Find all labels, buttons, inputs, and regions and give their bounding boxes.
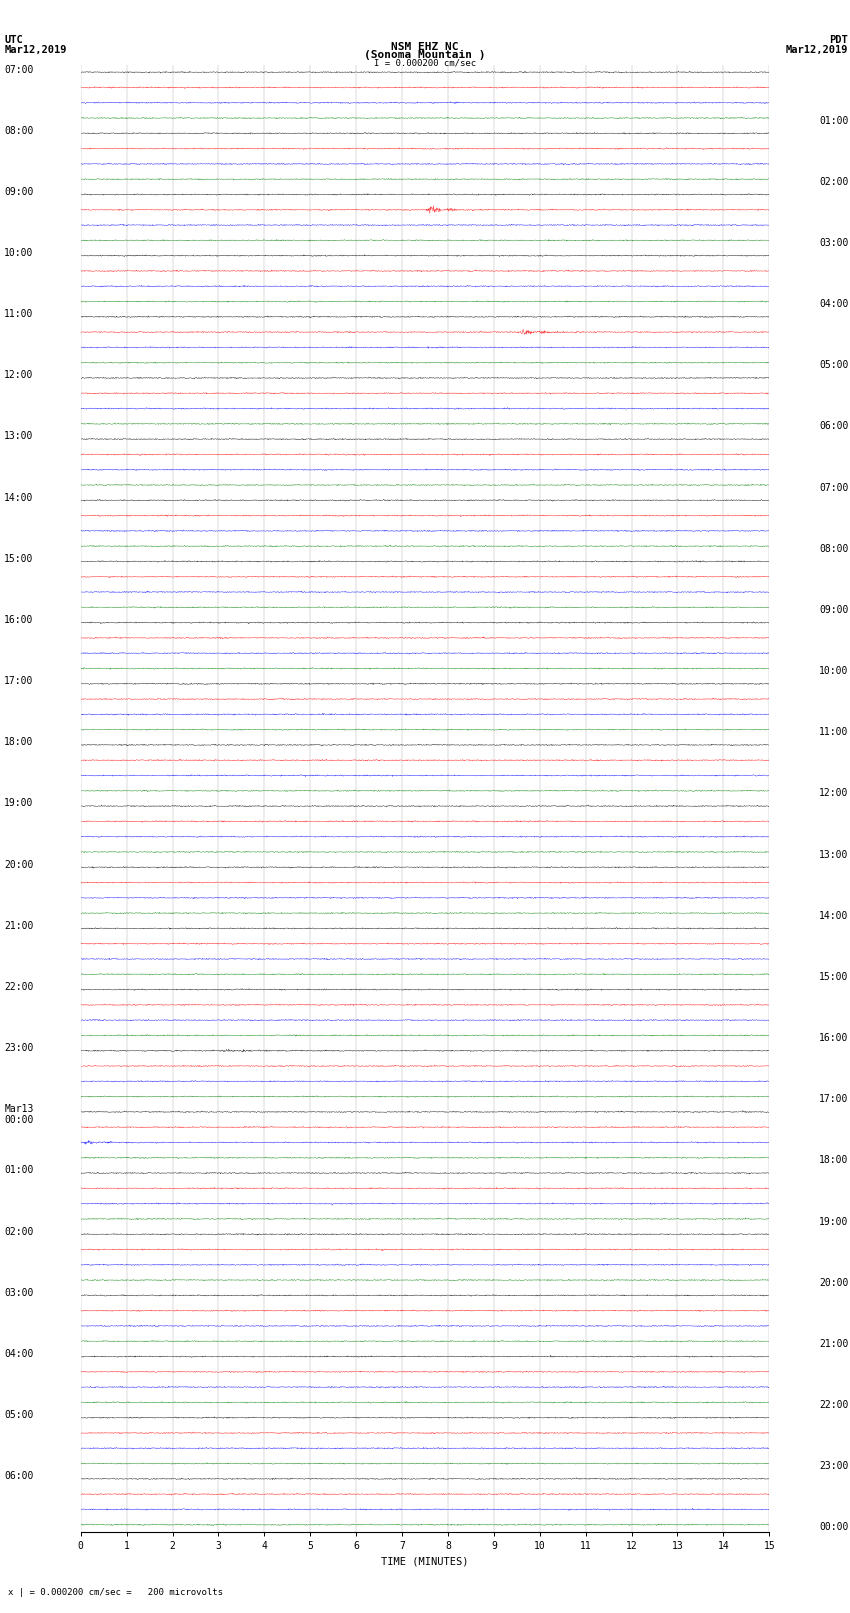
Text: 02:00: 02:00	[819, 177, 848, 187]
Text: 08:00: 08:00	[819, 544, 848, 553]
Text: 18:00: 18:00	[819, 1155, 848, 1165]
Text: 17:00: 17:00	[819, 1094, 848, 1105]
Text: 15:00: 15:00	[819, 973, 848, 982]
Text: 11:00: 11:00	[819, 727, 848, 737]
Text: 18:00: 18:00	[4, 737, 34, 747]
Text: 01:00: 01:00	[4, 1165, 34, 1176]
Text: 02:00: 02:00	[4, 1226, 34, 1237]
Text: 13:00: 13:00	[819, 850, 848, 860]
Text: 06:00: 06:00	[819, 421, 848, 432]
Text: 19:00: 19:00	[819, 1216, 848, 1226]
Text: 23:00: 23:00	[819, 1461, 848, 1471]
Text: 11:00: 11:00	[4, 310, 34, 319]
Text: 16:00: 16:00	[819, 1032, 848, 1044]
Text: PDT: PDT	[830, 35, 848, 45]
Text: 20:00: 20:00	[819, 1277, 848, 1287]
Text: (Sonoma Mountain ): (Sonoma Mountain )	[365, 50, 485, 60]
Text: 13:00: 13:00	[4, 432, 34, 442]
Text: 05:00: 05:00	[4, 1410, 34, 1419]
Text: 23:00: 23:00	[4, 1044, 34, 1053]
Text: Mar12,2019: Mar12,2019	[785, 45, 848, 55]
Text: 22:00: 22:00	[4, 982, 34, 992]
Text: 10:00: 10:00	[4, 248, 34, 258]
Text: 03:00: 03:00	[4, 1287, 34, 1298]
Text: UTC: UTC	[4, 35, 23, 45]
Text: 14:00: 14:00	[819, 911, 848, 921]
Text: 14:00: 14:00	[4, 492, 34, 503]
Text: 09:00: 09:00	[819, 605, 848, 615]
Text: 08:00: 08:00	[4, 126, 34, 135]
Text: 15:00: 15:00	[4, 553, 34, 565]
Text: NSM EHZ NC: NSM EHZ NC	[391, 42, 459, 52]
Text: 21:00: 21:00	[4, 921, 34, 931]
Text: 00:00: 00:00	[819, 1523, 848, 1532]
Text: 07:00: 07:00	[4, 65, 34, 74]
Text: I = 0.000200 cm/sec: I = 0.000200 cm/sec	[374, 58, 476, 68]
Text: Mar13
00:00: Mar13 00:00	[4, 1105, 34, 1124]
Text: 07:00: 07:00	[819, 482, 848, 492]
Text: 06:00: 06:00	[4, 1471, 34, 1481]
Text: 05:00: 05:00	[819, 360, 848, 371]
Text: 22:00: 22:00	[819, 1400, 848, 1410]
Text: 17:00: 17:00	[4, 676, 34, 686]
Text: 16:00: 16:00	[4, 615, 34, 624]
Text: x | = 0.000200 cm/sec =   200 microvolts: x | = 0.000200 cm/sec = 200 microvolts	[8, 1587, 224, 1597]
Text: 12:00: 12:00	[819, 789, 848, 798]
Text: Mar12,2019: Mar12,2019	[4, 45, 67, 55]
Text: 12:00: 12:00	[4, 371, 34, 381]
Text: 09:00: 09:00	[4, 187, 34, 197]
Text: 04:00: 04:00	[819, 298, 848, 310]
Text: 03:00: 03:00	[819, 239, 848, 248]
Text: 04:00: 04:00	[4, 1348, 34, 1358]
Text: 01:00: 01:00	[819, 116, 848, 126]
Text: 20:00: 20:00	[4, 860, 34, 869]
Text: 19:00: 19:00	[4, 798, 34, 808]
X-axis label: TIME (MINUTES): TIME (MINUTES)	[382, 1557, 468, 1566]
Text: 21:00: 21:00	[819, 1339, 848, 1348]
Text: 10:00: 10:00	[819, 666, 848, 676]
